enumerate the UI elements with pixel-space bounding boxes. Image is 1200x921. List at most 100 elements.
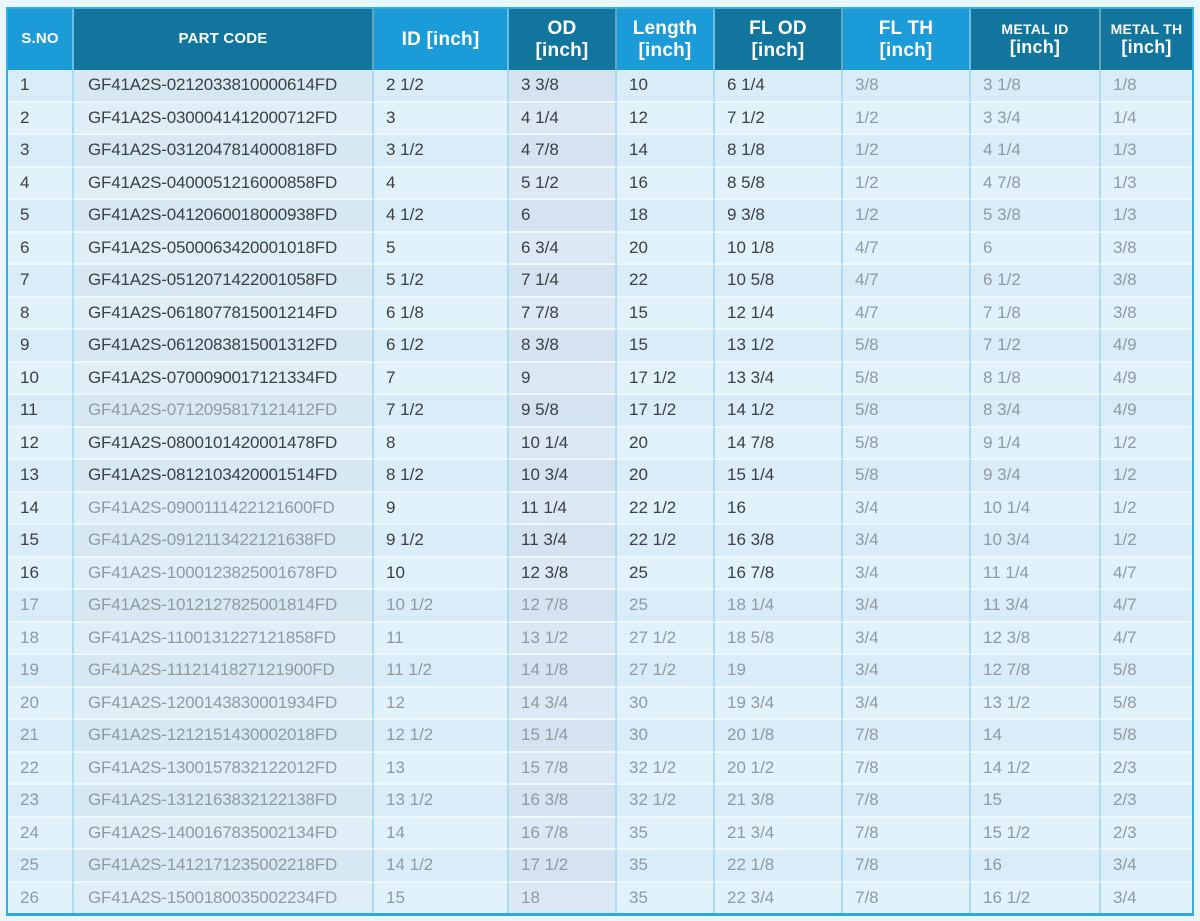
cell-fl_od: 14 1/2 — [715, 395, 843, 428]
cell-fl_th: 3/4 — [843, 557, 971, 590]
column-header-label: PART CODE — [178, 30, 268, 48]
column-header-label: FL TH — [878, 18, 934, 40]
cell-metal_id: 12 3/8 — [971, 622, 1101, 655]
cell-fl_th: 3/4 — [843, 687, 971, 720]
cell-fl_od: 20 1/2 — [715, 752, 843, 785]
table-row: 19 GF41A2S-1112141827121900FD 11 1/2 14 1/8… — [8, 655, 1192, 688]
cell-metal_id: 3 1/8 — [971, 70, 1101, 103]
cell-part_code: GF41A2S-1412171235002218FD — [74, 850, 374, 883]
cell-fl_th: 3/4 — [843, 622, 971, 655]
cell-metal_th: 4/7 — [1101, 622, 1192, 655]
cell-od: 4 7/8 — [509, 135, 617, 168]
column-header-label: [inch] — [751, 39, 805, 61]
cell-fl_th: 7/8 — [843, 817, 971, 850]
cell-metal_th: 4/7 — [1101, 557, 1192, 590]
table-row: 23 GF41A2S-1312163832122138FD 13 1/2 16 3/8… — [8, 785, 1192, 818]
cell-id: 13 1/2 — [374, 785, 509, 818]
cell-fl_th: 5/8 — [843, 427, 971, 460]
cell-metal_th: 2/3 — [1101, 785, 1192, 818]
column-header-fl_od: FL OD [inch] — [715, 9, 843, 70]
cell-metal_id: 9 3/4 — [971, 460, 1101, 493]
cell-od: 7 7/8 — [509, 297, 617, 330]
cell-part_code: GF41A2S-1212151430002018FD — [74, 720, 374, 753]
cell-id: 7 — [374, 362, 509, 395]
column-header-sno: S.NO — [8, 9, 74, 70]
cell-length: 20 — [617, 460, 715, 493]
column-header-id: ID [inch] — [374, 9, 509, 70]
cell-sno: 5 — [8, 200, 74, 233]
cell-fl_od: 13 1/2 — [715, 330, 843, 363]
cell-od: 7 1/4 — [509, 265, 617, 298]
cell-od: 4 1/4 — [509, 102, 617, 135]
cell-od: 12 3/8 — [509, 557, 617, 590]
column-header-label: METAL ID — [1001, 20, 1069, 37]
cell-metal_id: 4 1/4 — [971, 135, 1101, 168]
table-row: 10 GF41A2S-0700090017121334FD 7 9 17 1/2 13 3… — [8, 362, 1192, 395]
cell-fl_th: 1/2 — [843, 135, 971, 168]
cell-metal_id: 3 3/4 — [971, 102, 1101, 135]
cell-sno: 12 — [8, 427, 74, 460]
cell-metal_th: 3/8 — [1101, 297, 1192, 330]
cell-od: 5 1/2 — [509, 167, 617, 200]
cell-fl_od: 18 1/4 — [715, 590, 843, 623]
cell-fl_th: 1/2 — [843, 167, 971, 200]
cell-fl_th: 3/8 — [843, 70, 971, 103]
cell-metal_th: 4/9 — [1101, 362, 1192, 395]
cell-length: 18 — [617, 200, 715, 233]
cell-metal_th: 1/4 — [1101, 102, 1192, 135]
table-row: 8 GF41A2S-0618077815001214FD 6 1/8 7 7/8 15 1… — [8, 297, 1192, 330]
cell-fl_od: 19 3/4 — [715, 687, 843, 720]
cell-fl_th: 4/7 — [843, 265, 971, 298]
cell-sno: 8 — [8, 297, 74, 330]
cell-sno: 24 — [8, 817, 74, 850]
cell-metal_id: 14 1/2 — [971, 752, 1101, 785]
cell-metal_id: 11 1/4 — [971, 557, 1101, 590]
cell-part_code: GF41A2S-1100131227121858FD — [74, 622, 374, 655]
column-header-fl_th: FL TH [inch] — [843, 9, 971, 70]
column-header-label: Length — [632, 18, 698, 40]
cell-length: 35 — [617, 882, 715, 913]
cell-od: 15 1/4 — [509, 720, 617, 753]
cell-metal_id: 5 3/8 — [971, 200, 1101, 233]
table-row: 7 GF41A2S-0512071422001058FD 5 1/2 7 1/4 22 1… — [8, 265, 1192, 298]
cell-id: 4 1/2 — [374, 200, 509, 233]
cell-id: 12 1/2 — [374, 720, 509, 753]
cell-part_code: GF41A2S-0900111422121600FD — [74, 492, 374, 525]
table-row: 26 GF41A2S-1500180035002234FD 15 18 35 22 3/4… — [8, 882, 1192, 913]
cell-part_code: GF41A2S-0700090017121334FD — [74, 362, 374, 395]
cell-fl_od: 20 1/8 — [715, 720, 843, 753]
cell-metal_id: 16 — [971, 850, 1101, 883]
cell-part_code: GF41A2S-0500063420001018FD — [74, 232, 374, 265]
cell-metal_id: 7 1/2 — [971, 330, 1101, 363]
cell-part_code: GF41A2S-1112141827121900FD — [74, 655, 374, 688]
cell-length: 35 — [617, 817, 715, 850]
cell-id: 14 1/2 — [374, 850, 509, 883]
cell-length: 30 — [617, 687, 715, 720]
cell-length: 25 — [617, 590, 715, 623]
cell-part_code: GF41A2S-0800101420001478FD — [74, 427, 374, 460]
cell-id: 5 1/2 — [374, 265, 509, 298]
column-header-part_code: PART CODE — [74, 9, 374, 70]
cell-metal_id: 13 1/2 — [971, 687, 1101, 720]
cell-part_code: GF41A2S-1000123825001678FD — [74, 557, 374, 590]
cell-sno: 22 — [8, 752, 74, 785]
cell-fl_od: 8 5/8 — [715, 167, 843, 200]
cell-id: 14 — [374, 817, 509, 850]
cell-id: 15 — [374, 882, 509, 913]
cell-fl_th: 7/8 — [843, 785, 971, 818]
cell-od: 6 3/4 — [509, 232, 617, 265]
cell-id: 3 1/2 — [374, 135, 509, 168]
cell-sno: 18 — [8, 622, 74, 655]
cell-id: 6 1/8 — [374, 297, 509, 330]
cell-id: 8 1/2 — [374, 460, 509, 493]
cell-id: 9 — [374, 492, 509, 525]
cell-sno: 15 — [8, 525, 74, 558]
table-body: 1 GF41A2S-0212033810000614FD 2 1/2 3 3/8 10 6… — [8, 70, 1192, 913]
cell-id: 9 1/2 — [374, 525, 509, 558]
cell-length: 22 — [617, 265, 715, 298]
cell-metal_id: 10 1/4 — [971, 492, 1101, 525]
cell-part_code: GF41A2S-0912113422121638FD — [74, 525, 374, 558]
cell-length: 12 — [617, 102, 715, 135]
cell-length: 15 — [617, 297, 715, 330]
